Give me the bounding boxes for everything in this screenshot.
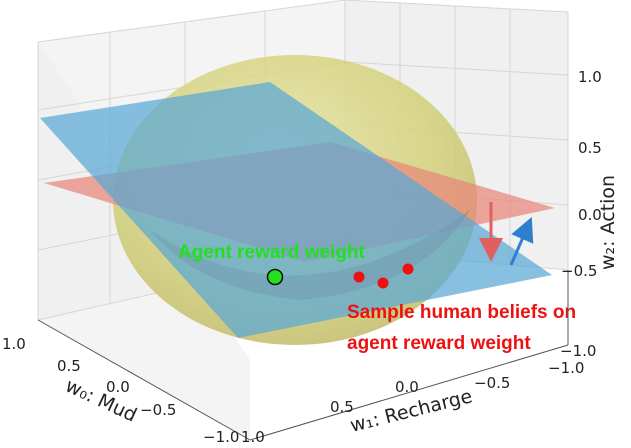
sample-point xyxy=(353,271,365,283)
x-tick: 0.0 xyxy=(106,378,130,396)
tilted-plane xyxy=(40,82,552,338)
z-tick: −0.5 xyxy=(561,262,597,280)
sample-point xyxy=(377,277,389,289)
samples-annotation-line2: agent reward weight xyxy=(347,333,531,354)
y-tick: −0.5 xyxy=(474,374,510,392)
x-tick: −0.5 xyxy=(140,401,176,419)
axis-lines xyxy=(37,270,569,441)
y-tick: 0.0 xyxy=(395,378,419,396)
z-tick: 1.0 xyxy=(578,68,602,86)
z-tick: 0.0 xyxy=(578,206,602,224)
x-tick: 1.0 xyxy=(2,335,26,353)
z-tick: 0.5 xyxy=(578,139,602,157)
y-tick: −1.0 xyxy=(548,359,584,377)
up-arrow xyxy=(509,216,534,266)
samples-annotation-line1: Sample human beliefs on xyxy=(347,302,576,323)
agent-annotation: Agent reward weight xyxy=(178,242,366,263)
sample-point xyxy=(402,263,414,275)
y-tick-end: −1.0 xyxy=(560,342,596,360)
z-axis-label: w₂: Action xyxy=(597,175,619,270)
agent-point xyxy=(266,268,284,286)
x-tick: 0.5 xyxy=(57,357,81,375)
x-tick: −1.0 xyxy=(203,428,239,446)
y-tick: 1.0 xyxy=(241,428,265,446)
y-tick: 0.5 xyxy=(330,398,354,416)
